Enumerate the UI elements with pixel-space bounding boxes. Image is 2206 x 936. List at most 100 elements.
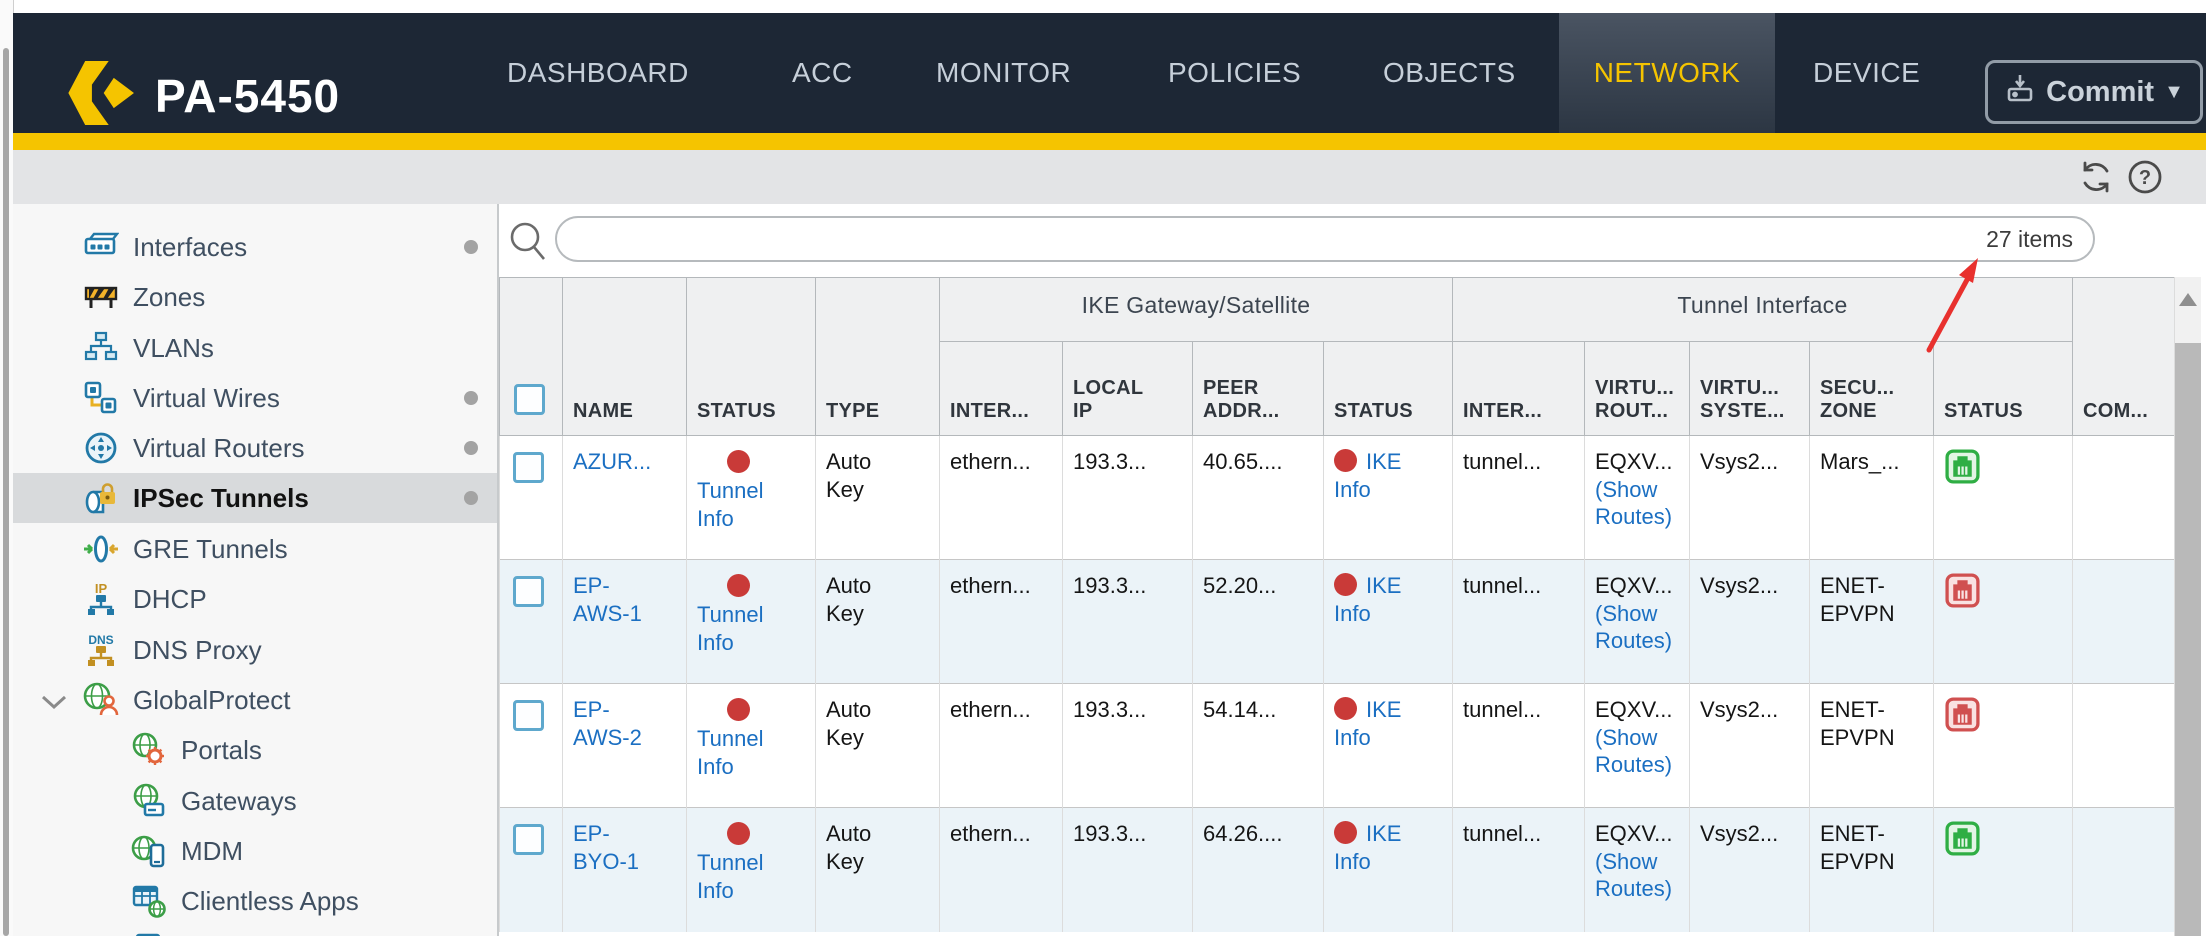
brand-accent-stripe — [13, 133, 2206, 150]
tab-policies[interactable]: POLICIES — [1168, 57, 1302, 88]
ike-interface-cell: ethern... — [939, 559, 1063, 684]
tunnel-status-dot — [727, 574, 750, 597]
tab-device[interactable]: DEVICE — [1813, 57, 1921, 88]
type-value: Auto Key — [826, 449, 872, 502]
tunnel-name-link[interactable]: AZUR... — [573, 449, 652, 474]
clientless-apps-icon — [131, 883, 167, 919]
col-header-security-zone[interactable]: SECU... ZONE — [1809, 341, 1934, 436]
top-navbar: PA-5450 DASHBOARD ACC MONITOR POLICIES O… — [13, 13, 2206, 133]
ike-status-cell: IKE Info — [1323, 683, 1453, 808]
ike-info-link[interactable]: IKE Info — [1334, 821, 1402, 874]
virtual-router-cell: EQXV... (Show Routes) — [1584, 559, 1690, 684]
ike-info-link[interactable]: IKE Info — [1334, 449, 1402, 502]
zones-icon — [83, 279, 119, 315]
refresh-icon[interactable] — [2078, 159, 2114, 195]
comment-cell — [2072, 683, 2175, 808]
type-cell: Auto Key — [815, 683, 940, 808]
col-header-status[interactable]: STATUS — [686, 277, 816, 436]
show-routes-link[interactable]: (Show Routes) — [1595, 848, 1673, 902]
interface-status-icon — [1945, 573, 1980, 608]
show-routes-link[interactable]: (Show Routes) — [1595, 724, 1673, 778]
row-select-cell — [499, 559, 563, 684]
gre-tunnels-icon — [83, 531, 119, 567]
security-zone-cell: ENET-EPVPN — [1809, 807, 1934, 932]
col-header-local-ip[interactable]: LOCAL IP — [1062, 341, 1193, 436]
commit-button[interactable]: Commit ▼ — [1985, 60, 2203, 124]
sidebar-item-ipsec-tunnels[interactable]: IPSec Tunnels — [13, 473, 497, 523]
show-routes-link[interactable]: (Show Routes) — [1595, 600, 1673, 654]
col-header-virtual-system[interactable]: VIRTU... SYSTE... — [1689, 341, 1810, 436]
sidebar-item-clientless-apps[interactable]: Clientless Apps — [13, 876, 497, 926]
left-scrollbar[interactable] — [0, 0, 14, 936]
ike-status-dot — [1334, 821, 1357, 844]
col-header-peer-address[interactable]: PEER ADDR... — [1192, 341, 1324, 436]
interfaces-icon — [83, 229, 119, 265]
sidebar-item-vlans[interactable]: VLANs — [13, 323, 497, 373]
device-model-title: PA-5450 — [155, 69, 341, 122]
col-header-interface-state[interactable]: STATUS — [1933, 341, 2073, 436]
col-header-ike-status[interactable]: STATUS — [1323, 341, 1453, 436]
select-all-checkbox[interactable] — [514, 384, 545, 415]
sidebar-item-zones[interactable]: Zones — [13, 272, 497, 322]
sidebar-item-virtual-wires[interactable]: Virtual Wires — [13, 373, 497, 423]
tunnel-info-link[interactable]: Tunnel Info — [697, 850, 764, 903]
table-scrollbar[interactable] — [2174, 277, 2201, 936]
chevron-down-icon[interactable] — [39, 689, 69, 720]
tab-objects[interactable]: OBJECTS — [1383, 57, 1516, 88]
sidebar-item-globalprotect[interactable]: GlobalProtect — [13, 675, 497, 725]
sidebar-item-virtual-routers[interactable]: Virtual Routers — [13, 423, 497, 473]
col-header-ike-interface[interactable]: INTER... — [939, 341, 1063, 436]
left-scrollbar-thumb[interactable] — [3, 48, 9, 936]
sidebar-item-interfaces[interactable]: Interfaces — [13, 222, 497, 272]
show-routes-link[interactable]: (Show Routes) — [1595, 476, 1673, 530]
name-cell: EP-AWS-1 — [562, 559, 687, 684]
tunnel-info-link[interactable]: Tunnel Info — [697, 478, 764, 531]
ike-status-cell: IKE Info — [1323, 435, 1453, 560]
brand: PA-5450 — [65, 53, 340, 138]
tunnel-status-cell: Tunnel Info — [686, 435, 816, 560]
tab-monitor[interactable]: MONITOR — [936, 57, 1072, 88]
notification-dot — [464, 391, 478, 405]
help-icon[interactable]: ? — [2127, 159, 2163, 195]
mdm-icon — [131, 833, 167, 869]
col-header-name[interactable]: NAME — [562, 277, 687, 436]
tab-acc[interactable]: ACC — [792, 57, 853, 88]
row-checkbox[interactable] — [513, 452, 544, 483]
col-header-comment[interactable]: COM... — [2072, 277, 2175, 436]
sidebar-item-dhcp[interactable]: IP DHCP — [13, 574, 497, 624]
sidebar-item-gateways[interactable]: Gateways — [13, 776, 497, 826]
sidebar-item-portals[interactable]: Portals — [13, 725, 497, 775]
row-checkbox[interactable] — [513, 700, 544, 731]
sidebar-item-dns-proxy[interactable]: DNS DNS Proxy — [13, 625, 497, 675]
tunnel-name-link[interactable]: EP-BYO-1 — [573, 821, 640, 874]
tunnel-name-link[interactable]: EP-AWS-1 — [573, 573, 642, 626]
tunnel-interface-cell: tunnel... — [1452, 683, 1585, 808]
col-header-tunnel-interface[interactable]: INTER... — [1452, 341, 1585, 436]
tunnel-status-cell: Tunnel Info — [686, 807, 816, 932]
col-header-virtual-router[interactable]: VIRTU... ROUT... — [1584, 341, 1690, 436]
table-scrollbar-thumb[interactable] — [2175, 343, 2201, 936]
tunnel-name-link[interactable]: EP-AWS-2 — [573, 697, 642, 750]
tunnels-table: NAME STATUS TYPE IKE Gateway/Satellite T… — [499, 277, 2175, 932]
ipsec-tunnels-icon — [83, 480, 119, 516]
tab-network[interactable]: NETWORK — [1559, 13, 1775, 133]
sidebar-item-gre-tunnels[interactable]: GRE Tunnels — [13, 524, 497, 574]
sidebar-item-mdm[interactable]: MDM — [13, 826, 497, 876]
scroll-up-arrow-icon[interactable] — [2179, 293, 2197, 306]
sidebar-item-partial[interactable] — [13, 926, 497, 936]
tunnel-info-link[interactable]: Tunnel Info — [697, 726, 764, 779]
col-header-type[interactable]: TYPE — [815, 277, 940, 436]
notification-dot — [464, 441, 478, 455]
search-icon[interactable] — [507, 218, 549, 264]
row-checkbox[interactable] — [513, 576, 544, 607]
peer-address-cell: 52.20... — [1192, 559, 1324, 684]
row-checkbox[interactable] — [513, 824, 544, 855]
filter-input[interactable]: 27 items — [555, 216, 2095, 262]
virtual-system-cell: Vsys2... — [1689, 683, 1810, 808]
type-value: Auto Key — [826, 697, 872, 750]
ike-info-link[interactable]: IKE Info — [1334, 573, 1402, 626]
tab-dashboard[interactable]: DASHBOARD — [507, 57, 689, 88]
tunnel-info-link[interactable]: Tunnel Info — [697, 602, 764, 655]
ike-info-link[interactable]: IKE Info — [1334, 697, 1402, 750]
